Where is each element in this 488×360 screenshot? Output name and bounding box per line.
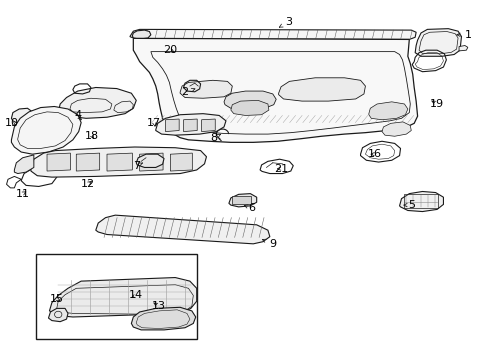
Text: 10: 10 (4, 118, 19, 128)
Polygon shape (278, 78, 365, 101)
Polygon shape (228, 194, 256, 207)
Polygon shape (47, 153, 70, 171)
Polygon shape (130, 30, 415, 40)
Polygon shape (48, 309, 68, 321)
Polygon shape (131, 307, 195, 330)
Text: 18: 18 (85, 131, 99, 141)
Text: 1: 1 (456, 30, 471, 40)
Text: 7: 7 (132, 161, 142, 171)
Polygon shape (399, 192, 443, 212)
Text: 2: 2 (181, 87, 195, 97)
Polygon shape (11, 108, 32, 123)
Text: 8: 8 (210, 133, 220, 143)
Text: 14: 14 (129, 291, 143, 301)
Polygon shape (133, 39, 417, 142)
Bar (36, 254, 196, 338)
Polygon shape (381, 122, 410, 136)
Text: 6: 6 (244, 203, 255, 213)
Text: 20: 20 (163, 45, 177, 55)
Polygon shape (132, 30, 151, 39)
Polygon shape (96, 215, 269, 244)
Text: 9: 9 (262, 239, 276, 249)
Polygon shape (224, 91, 276, 109)
Text: 19: 19 (429, 99, 443, 109)
Polygon shape (180, 80, 232, 98)
Text: 13: 13 (152, 301, 166, 311)
Text: 11: 11 (16, 189, 30, 199)
Polygon shape (183, 119, 197, 132)
Bar (232, 197, 250, 204)
Text: 16: 16 (367, 149, 382, 159)
Text: 15: 15 (50, 294, 63, 304)
Polygon shape (76, 153, 100, 171)
Polygon shape (14, 155, 34, 174)
Polygon shape (156, 114, 225, 135)
Text: 5: 5 (403, 200, 414, 210)
Polygon shape (58, 87, 136, 118)
Polygon shape (49, 278, 196, 317)
Text: 12: 12 (80, 179, 94, 189)
Polygon shape (458, 45, 467, 51)
Polygon shape (230, 100, 268, 116)
Text: 17: 17 (147, 118, 161, 128)
Polygon shape (107, 153, 132, 171)
Polygon shape (165, 119, 179, 132)
Text: 3: 3 (279, 17, 291, 27)
Polygon shape (11, 107, 81, 154)
Polygon shape (31, 147, 206, 177)
Polygon shape (140, 153, 163, 171)
Text: 21: 21 (273, 163, 287, 174)
Polygon shape (368, 102, 407, 120)
Polygon shape (201, 119, 215, 132)
Polygon shape (414, 29, 461, 56)
Text: 4: 4 (74, 111, 81, 121)
Polygon shape (170, 153, 192, 171)
Bar (404, 194, 437, 208)
Polygon shape (136, 154, 163, 167)
